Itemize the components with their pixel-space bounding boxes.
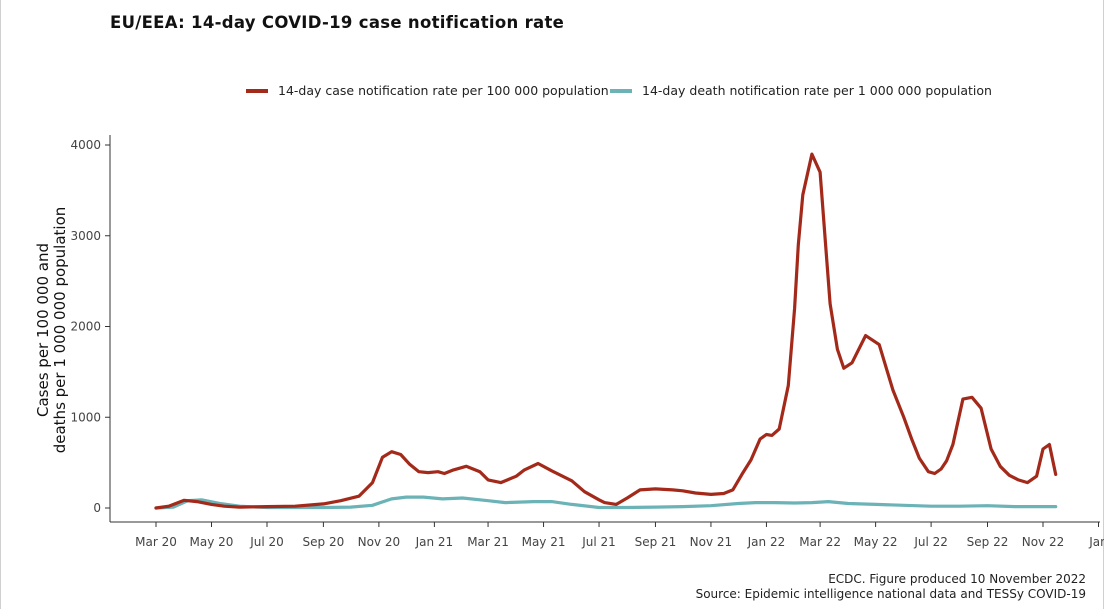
x-tick-label: Sep 20 bbox=[303, 535, 345, 549]
left-border bbox=[0, 0, 1, 609]
x-tick-label: Nov 20 bbox=[358, 535, 401, 549]
x-tick-label: Mar 21 bbox=[467, 535, 509, 549]
legend-label-deaths: 14-day death notification rate per 1 000… bbox=[642, 83, 992, 98]
y-tick-label: 1000 bbox=[70, 410, 101, 424]
x-tick-label: Sep 22 bbox=[967, 535, 1009, 549]
legend-item-cases: 14-day case notification rate per 100 00… bbox=[246, 83, 609, 98]
legend-swatch-deaths bbox=[610, 88, 632, 93]
x-tick-label: May 22 bbox=[854, 535, 898, 549]
x-tick-label: Nov 21 bbox=[690, 535, 733, 549]
y-tick-label: 2000 bbox=[70, 320, 101, 334]
legend-label-cases: 14-day case notification rate per 100 00… bbox=[278, 83, 609, 98]
x-tick-label: Nov 22 bbox=[1022, 535, 1065, 549]
legend-swatch-cases bbox=[246, 88, 268, 93]
x-tick-label: Mar 22 bbox=[799, 535, 841, 549]
x-tick-label: Jan bbox=[1088, 535, 1104, 549]
caption: ECDC. Figure produced 10 November 2022 S… bbox=[696, 572, 1086, 602]
series-line-cases bbox=[154, 152, 1058, 510]
chart-title: EU/EEA: 14-day COVID-19 case notificatio… bbox=[110, 13, 565, 32]
caption-line-2: Source: Epidemic intelligence national d… bbox=[695, 587, 1086, 601]
axes: 0 1000 2000 3000 4000 Mar 20 May 20 Jul 20 Sep 2… bbox=[70, 135, 1104, 549]
caption-line-1: ECDC. Figure produced 10 November 2022 bbox=[828, 572, 1086, 586]
legend-item-deaths: 14-day death notification rate per 1 000… bbox=[610, 83, 992, 98]
x-tick-label: Jan 22 bbox=[747, 535, 786, 549]
x-tick-label: Jul 21 bbox=[581, 535, 616, 549]
x-tick-label: Sep 21 bbox=[635, 535, 677, 549]
y-tick-label: 0 bbox=[93, 501, 101, 515]
x-tick-label: Jan 21 bbox=[415, 535, 454, 549]
x-tick-label: May 21 bbox=[522, 535, 566, 549]
x-tick-label: Jul 20 bbox=[249, 535, 284, 549]
y-tick-label: 4000 bbox=[70, 138, 101, 152]
x-tick-label: Mar 20 bbox=[135, 535, 177, 549]
series-layer bbox=[154, 152, 1058, 510]
y-tick-label: 3000 bbox=[70, 229, 101, 243]
x-tick-label: Jul 22 bbox=[913, 535, 948, 549]
x-tick-label: May 20 bbox=[190, 535, 234, 549]
